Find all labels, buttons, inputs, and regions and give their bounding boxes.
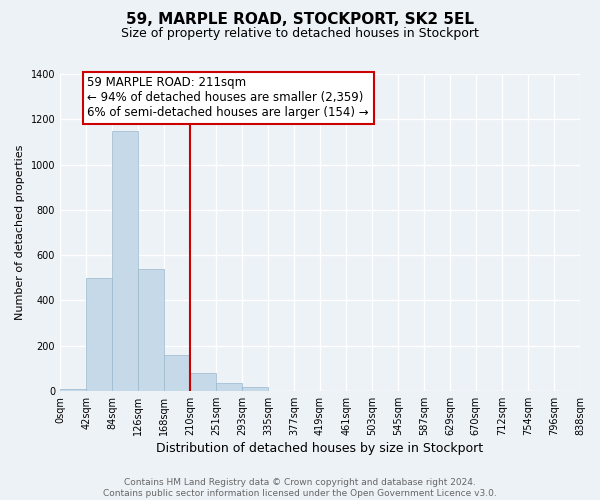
Bar (60, 388, 86, 391)
Bar (216, 383, 242, 391)
Text: 59 MARPLE ROAD: 211sqm
← 94% of detached houses are smaller (2,359)
6% of semi-d: 59 MARPLE ROAD: 211sqm ← 94% of detached… (88, 76, 369, 120)
Bar (164, 354, 190, 391)
Text: Contains HM Land Registry data © Crown copyright and database right 2024.
Contai: Contains HM Land Registry data © Crown c… (103, 478, 497, 498)
Bar (112, 130, 138, 391)
Bar (86, 278, 112, 391)
Y-axis label: Number of detached properties: Number of detached properties (15, 144, 25, 320)
X-axis label: Distribution of detached houses by size in Stockport: Distribution of detached houses by size … (157, 442, 484, 455)
Bar (242, 386, 268, 391)
Bar (190, 372, 216, 391)
Text: 59, MARPLE ROAD, STOCKPORT, SK2 5EL: 59, MARPLE ROAD, STOCKPORT, SK2 5EL (126, 12, 474, 28)
Bar (138, 268, 164, 391)
Text: Size of property relative to detached houses in Stockport: Size of property relative to detached ho… (121, 28, 479, 40)
